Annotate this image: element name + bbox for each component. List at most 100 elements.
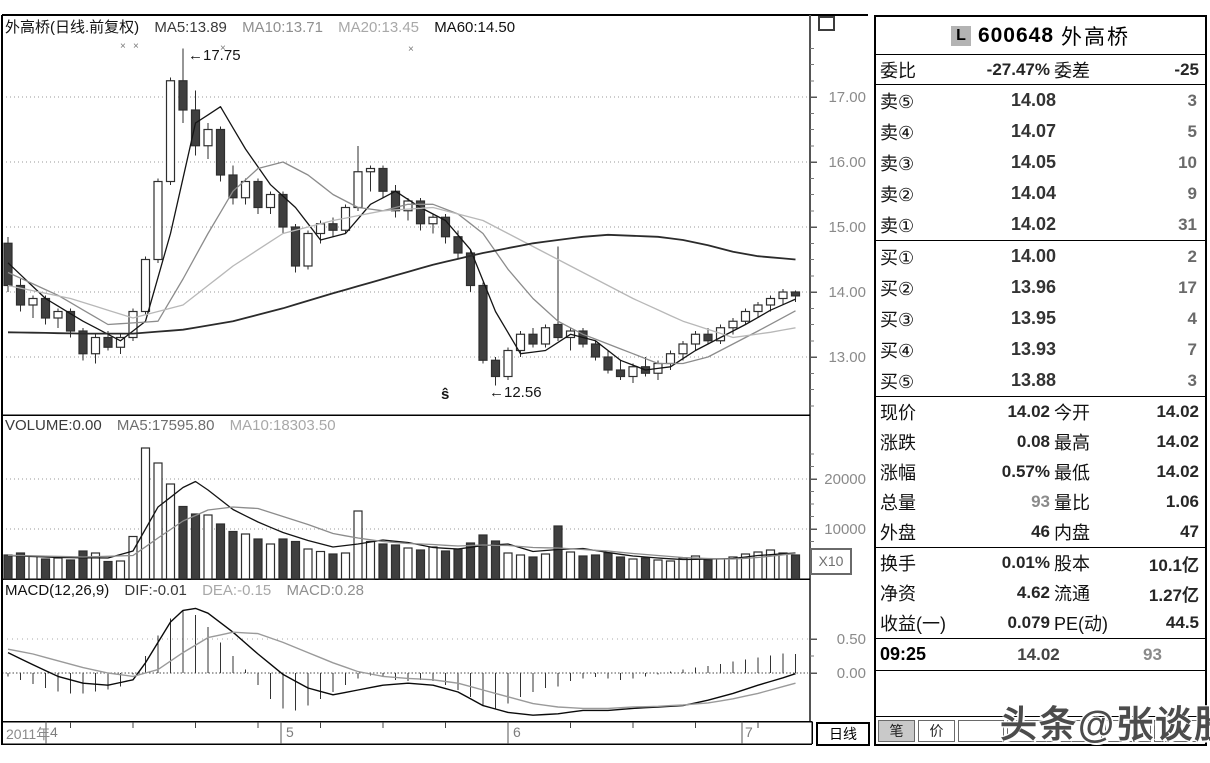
month-label-may: 5: [286, 724, 294, 740]
ask-row[interactable]: 卖③ 14.05 10: [876, 147, 1205, 178]
svg-text:16.00: 16.00: [828, 154, 866, 171]
stat-value-2: 14.02: [1156, 432, 1199, 451]
stat-label-1: 现价: [880, 403, 916, 423]
macd-title: MACD(12,26,9): [5, 582, 110, 599]
ask-label: 卖②: [880, 184, 915, 205]
panel-tab-hidden-3[interactable]: [1007, 719, 1053, 742]
stat-label-2: 最高: [1054, 433, 1090, 453]
ma60-value: MA60:14.50: [434, 19, 516, 36]
watermark: 头条@张谈股票: [1000, 704, 1210, 745]
bid-row[interactable]: 买① 14.00 2: [876, 241, 1205, 272]
price-ma-group: [7, 106, 796, 371]
ask-price: 14.08: [1010, 90, 1056, 110]
ask-row[interactable]: 卖② 14.04 9: [876, 178, 1205, 209]
maximize-icon[interactable]: [818, 16, 835, 31]
stat2-value-2: 10.1亿: [1148, 555, 1199, 575]
macd-pane-header: MACD(12,26,9) DIF:-0.01 DEA:-0.15 MACD:0…: [5, 582, 375, 599]
ask-levels: 卖⑤ 14.08 3 卖④ 14.07 5 卖③ 14.05 10 卖② 14.04 9 卖① 14.02…: [876, 85, 1205, 241]
tick-price: 14.02: [1017, 644, 1060, 664]
period-tab[interactable]: 日线: [816, 722, 870, 746]
stat-row: 总量 93 量比 1.06: [876, 487, 1205, 517]
ask-qty: 3: [1187, 90, 1197, 110]
dif-value: DIF:-0.01: [124, 582, 187, 599]
volume-pane-header: VOLUME:0.00 MA5:17595.80 MA10:18303.50: [5, 417, 347, 434]
fundamental-stats: 换手 0.01% 股本 10.1亿 净资 4.62 流通 1.27亿 收益(一) 0.079 PE(…: [876, 548, 1205, 639]
volume-value: VOLUME:0.00: [5, 417, 102, 434]
macd-group: [7, 607, 797, 716]
quote-stats: 现价 14.02 今开 14.02 涨跌 0.08 最高 14.02 涨幅 0.57% 最低 14.0…: [876, 397, 1205, 548]
stat-value-1: 0.08: [1016, 432, 1050, 451]
svg-text:0.00: 0.00: [837, 665, 866, 682]
weibi-label: 委比: [880, 60, 916, 81]
stat2-value-1: 0.079: [1007, 613, 1050, 632]
panel-tab-hidden-6[interactable]: [1154, 719, 1200, 742]
stat-row: 涨跌 0.08 最高 14.02: [876, 427, 1205, 457]
stat-value-1: 0.57%: [1001, 462, 1050, 481]
bid-price: 13.95: [1010, 308, 1056, 328]
bid-row[interactable]: 买⑤ 13.88 3: [876, 365, 1205, 396]
stat-row: 涨幅 0.57% 最低 14.02: [876, 457, 1205, 487]
tick-row: 09:25 14.02 93: [876, 639, 1205, 671]
month-label-jun: 6: [513, 724, 521, 740]
bid-qty: 17: [1178, 277, 1197, 297]
macd-value: MACD:0.28: [286, 582, 364, 599]
gridlines-group: [2, 96, 808, 674]
candles-group: [3, 48, 801, 386]
chart-title: 外高桥(日线.前复权): [5, 19, 140, 36]
stat2-label-1: 换手: [880, 554, 916, 574]
stock-name: 外高桥: [1061, 25, 1131, 49]
panel-tab-hidden-4[interactable]: [1056, 719, 1102, 742]
ma5-value: MA5:13.89: [154, 19, 227, 36]
ask-row[interactable]: 卖① 14.02 31: [876, 209, 1205, 240]
event-marker-icon: ×: [408, 44, 414, 55]
svg-text:14.00: 14.00: [828, 284, 866, 301]
bid-row[interactable]: 买② 13.96 17: [876, 272, 1205, 303]
ask-label: 卖①: [880, 215, 915, 236]
ask-price: 14.02: [1010, 214, 1056, 234]
ask-row[interactable]: 卖④ 14.07 5: [876, 116, 1205, 147]
svg-text:15.00: 15.00: [828, 219, 866, 236]
volume-unit-box: X10: [810, 548, 852, 575]
stat2-value-1: 0.01%: [1001, 553, 1050, 572]
stat-value-2: 1.06: [1165, 492, 1199, 511]
ma20-value: MA20:13.45: [338, 19, 420, 36]
bid-price: 14.00: [1010, 246, 1056, 266]
stat-value-1: 14.02: [1007, 402, 1050, 421]
bid-qty: 3: [1187, 370, 1197, 390]
ma10-value: MA10:13.71: [242, 19, 323, 36]
ask-price: 14.05: [1010, 152, 1056, 172]
stat-row: 外盘 46 内盘 47: [876, 517, 1205, 547]
panel-tab-hidden-2[interactable]: [958, 719, 1004, 742]
ask-price: 14.07: [1010, 121, 1056, 141]
panel-tab-笔[interactable]: 笔: [878, 719, 915, 742]
panel-tabs: 笔价: [876, 716, 1205, 744]
low-price-annotation: ←12.56: [489, 384, 542, 401]
bid-label: 买④: [880, 340, 915, 361]
bid-label: 买⑤: [880, 371, 915, 392]
chart-canvas: 17.00 16.00 15.00 14.00 13.00 20000 10000 0.50 0…: [1, 14, 868, 745]
high-price-annotation: ←17.75: [188, 47, 241, 64]
chart-region: 17.00 16.00 15.00 14.00 13.00 20000 10000 0.50 0…: [1, 14, 870, 746]
frame-group: [1, 14, 868, 745]
bid-levels: 买① 14.00 2 买② 13.96 17 买③ 13.95 4 买④ 13.93 7 买⑤ 13.88…: [876, 241, 1205, 397]
ask-price: 14.04: [1010, 183, 1056, 203]
stat2-value-1: 4.62: [1016, 583, 1050, 602]
bid-row[interactable]: 买③ 13.95 4: [876, 303, 1205, 334]
weicha-label: 委差: [1054, 60, 1090, 81]
stat-label-1: 涨跌: [880, 433, 916, 453]
bid-label: 买②: [880, 278, 915, 299]
bid-qty: 2: [1187, 246, 1197, 266]
stock-flag-badge: L: [950, 25, 971, 46]
panel-tab-价[interactable]: 价: [918, 719, 955, 742]
event-marker-icon: ×: [133, 41, 139, 52]
panel-tab-hidden-5[interactable]: [1105, 719, 1151, 742]
ask-row[interactable]: 卖⑤ 14.08 3: [876, 85, 1205, 116]
stock-code: 600648: [977, 23, 1055, 47]
stat2-label-2: 流通: [1054, 584, 1090, 604]
month-label-jul: 7: [745, 724, 753, 740]
weibi-value: -27.47%: [986, 59, 1050, 79]
bid-price: 13.93: [1010, 339, 1056, 359]
svg-text:20000: 20000: [824, 471, 866, 488]
bid-row[interactable]: 买④ 13.93 7: [876, 334, 1205, 365]
